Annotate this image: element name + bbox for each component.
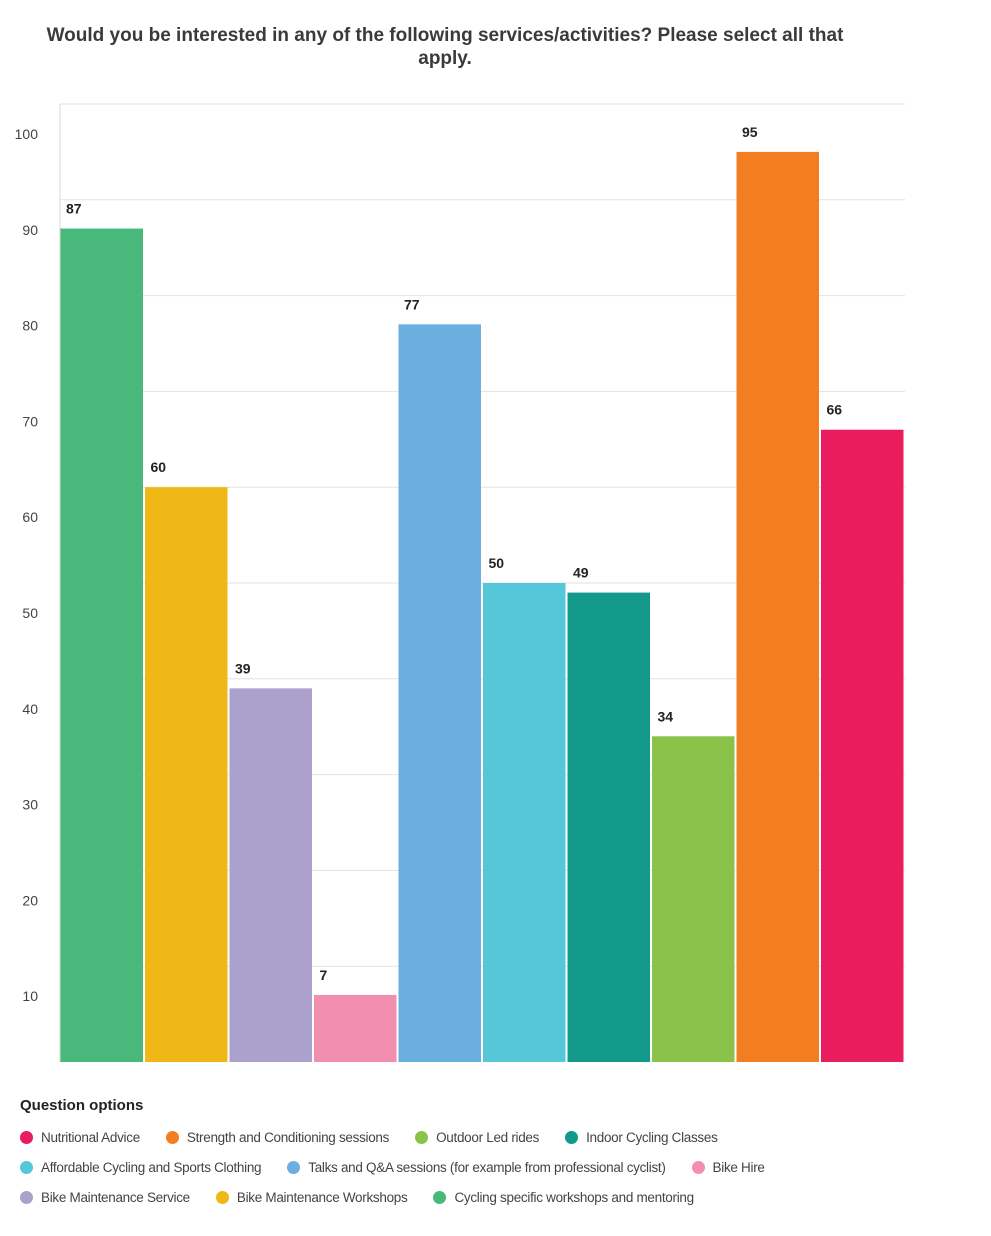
bar [821, 429, 904, 1063]
bar [229, 688, 312, 1062]
legend-swatch-icon [565, 1130, 579, 1144]
y-tick-label: 70 [22, 413, 38, 429]
legend-label: Strength and Conditioning sessions [186, 1129, 390, 1145]
legend-swatch-icon [691, 1160, 705, 1174]
legend-swatch-icon [415, 1130, 429, 1144]
bar [567, 592, 650, 1062]
y-tick-label: 90 [22, 222, 38, 238]
legend-label: Bike Hire [712, 1159, 765, 1175]
legend-label: Indoor Cycling Classes [586, 1129, 718, 1145]
legend-item[interactable]: Nutritional Advice [20, 1130, 140, 1145]
legend: Question options Nutritional Advice Stren… [20, 1097, 920, 1212]
legend-label: Bike Maintenance Workshops [236, 1189, 408, 1205]
legend-row: Affordable Cycling and Sports Clothing Ta… [20, 1152, 920, 1182]
legend-title: Question options [20, 1097, 144, 1114]
data-label: 50 [489, 555, 505, 571]
y-tick-label: 50 [22, 605, 38, 621]
y-tick-label: 10 [22, 988, 38, 1004]
legend-row: Bike Maintenance Service Bike Maintenance… [20, 1182, 920, 1212]
bar [652, 736, 735, 1062]
legend-label: Affordable Cycling and Sports Clothing [41, 1159, 262, 1175]
legend-swatch-icon [20, 1190, 33, 1204]
legend-item[interactable]: Bike Maintenance Workshops [215, 1189, 408, 1205]
bar [483, 583, 566, 1062]
bar [736, 151, 819, 1062]
data-label: 87 [66, 201, 82, 217]
legend-label: Cycling specific workshops and mentoring [454, 1189, 694, 1205]
legend-item[interactable]: Strength and Conditioning sessions [165, 1129, 390, 1145]
data-label: 77 [404, 296, 420, 312]
bar [398, 324, 481, 1063]
data-label: 7 [320, 967, 328, 983]
legend-swatch-icon [20, 1130, 33, 1144]
legend-label: Talks and Q&A sessions (for example from… [308, 1159, 666, 1175]
legend-swatch-icon [20, 1160, 33, 1174]
bar [314, 994, 397, 1062]
bar [145, 487, 228, 1062]
legend-item[interactable]: Indoor Cycling Classes [565, 1129, 718, 1145]
legend-label: Outdoor Led rides [436, 1129, 540, 1145]
y-tick-label: 60 [22, 509, 38, 525]
legend-item[interactable]: Bike Hire [691, 1159, 765, 1175]
y-tick-label: 40 [22, 701, 38, 717]
y-tick-label: 100 [15, 126, 39, 142]
legend-row: Nutritional Advice Strength and Condition… [20, 1122, 920, 1152]
legend-label: Bike Maintenance Service [41, 1189, 190, 1205]
data-label: 39 [235, 660, 251, 676]
legend-label: Nutritional Advice [41, 1129, 140, 1145]
legend-swatch-icon [287, 1160, 301, 1174]
legend-swatch-icon [433, 1190, 447, 1204]
chart-title: Would you be interested in any of the fo… [46, 25, 844, 69]
y-tick-label: 20 [22, 892, 38, 908]
legend-item[interactable]: Affordable Cycling and Sports Clothing [20, 1159, 262, 1175]
data-label: 34 [658, 708, 674, 724]
legend-item[interactable]: Talks and Q&A sessions (for example from… [287, 1159, 666, 1175]
data-label: 95 [742, 124, 758, 140]
legend-item[interactable]: Bike Maintenance Service [20, 1190, 190, 1205]
data-label: 49 [573, 565, 589, 581]
y-tick-label: 30 [22, 797, 38, 813]
data-label: 66 [827, 402, 843, 418]
legend-item[interactable]: Cycling specific workshops and mentoring [433, 1189, 694, 1205]
legend-item[interactable]: Outdoor Led rides [415, 1130, 539, 1145]
bar [60, 228, 143, 1063]
legend-swatch-icon [165, 1130, 179, 1144]
legend-swatch-icon [215, 1190, 229, 1204]
data-label: 60 [151, 459, 167, 475]
y-tick-label: 80 [22, 318, 38, 334]
